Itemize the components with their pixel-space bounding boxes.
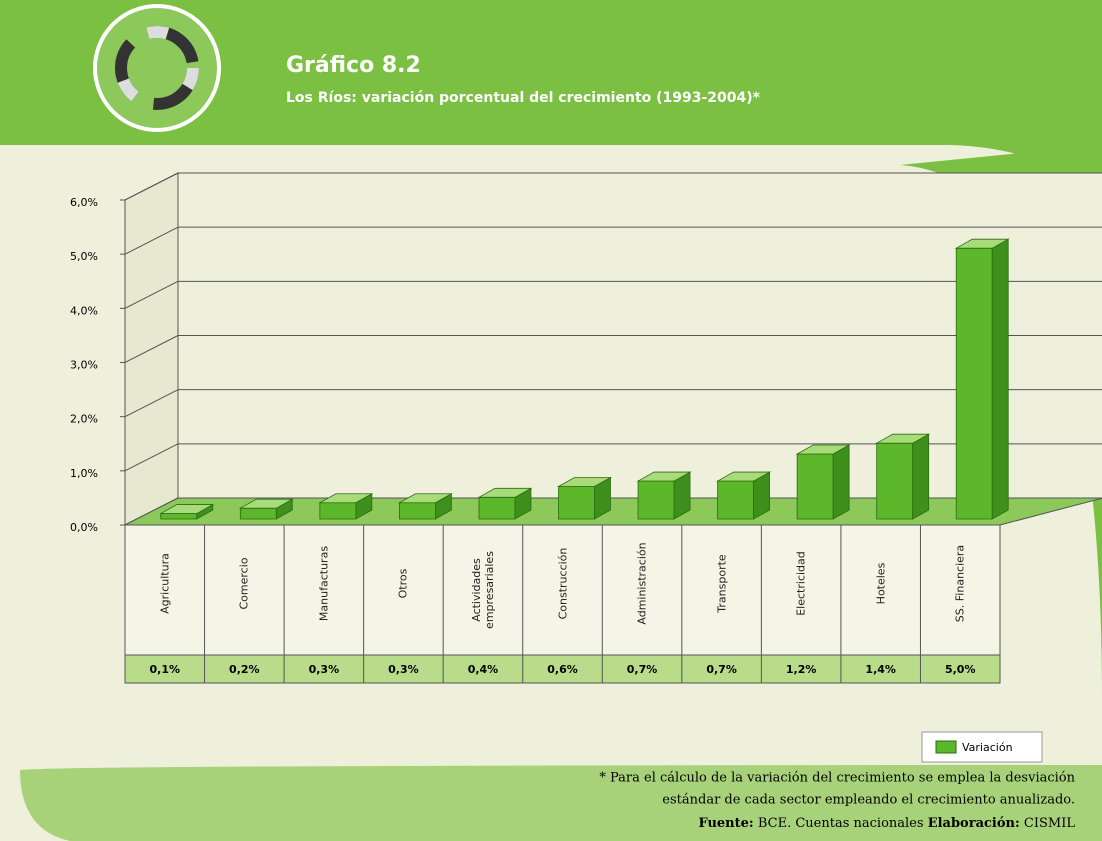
bar-top [716, 471, 772, 482]
grid-line [124, 335, 179, 363]
bar [318, 493, 374, 520]
value-label: 0,1% [150, 663, 181, 676]
bar-front [399, 502, 436, 520]
x-tick-label: Electricidad [794, 551, 808, 616]
y-tick-label: 4,0% [70, 304, 98, 317]
y-tick-label: 0,0% [70, 521, 98, 534]
chart-subtitle: Los Ríos: variación porcentual del creci… [286, 90, 761, 106]
value-label: 1,4% [865, 663, 896, 676]
bar-side [912, 433, 930, 520]
bar-front [955, 247, 993, 520]
bar-top [556, 477, 613, 487]
bar-top [795, 444, 851, 455]
header-band [0, 0, 1102, 145]
bar [397, 493, 453, 520]
y-tick-label: 1,0% [70, 467, 98, 480]
bar [716, 471, 772, 520]
grid-line [124, 280, 179, 309]
value-label: 0,7% [706, 663, 737, 676]
bar-top [238, 498, 294, 509]
bar [875, 433, 931, 520]
bar [238, 498, 294, 520]
x-tick-label: Actividades empresariales [469, 551, 496, 629]
bar [636, 471, 692, 520]
bar [159, 503, 215, 520]
value-label: 0,6% [547, 663, 578, 676]
logo-ring2 [115, 26, 199, 110]
grid-line [124, 226, 179, 255]
bar-top [636, 471, 692, 482]
bar-front [558, 486, 595, 520]
y-tick-label: 3,0% [70, 359, 98, 372]
bar-top [397, 493, 453, 504]
bar-side [991, 238, 1009, 520]
value-label: 0,2% [229, 663, 260, 676]
grid-line [124, 443, 179, 472]
bar [954, 238, 1010, 520]
value-label: 5,0% [945, 663, 976, 676]
grid-line [124, 172, 179, 201]
bar-top [954, 238, 1010, 249]
value-label: 1,2% [786, 663, 817, 676]
x-tick-label: Administración [635, 542, 649, 625]
source: Fuente: BCE. Cuentas nacionales Elaborac… [698, 816, 1075, 831]
x-tick-label: Comercio [237, 557, 251, 610]
bar-front [717, 480, 754, 520]
footer-band [20, 765, 1102, 841]
bar [795, 444, 851, 520]
legend-swatch [935, 740, 957, 754]
value-label: 0,3% [388, 663, 419, 676]
legend-label: Variación [962, 741, 1013, 754]
x-tick-label: Construcción [556, 547, 569, 620]
credit-label: Elaboración: [928, 816, 1020, 831]
bar [556, 476, 613, 520]
grid-line [124, 389, 179, 418]
bar-top [477, 487, 533, 498]
x-tick-label: Transporte [715, 554, 729, 613]
footnote: estándar de cada sector empleando el cre… [662, 793, 1075, 808]
bar-top [875, 433, 931, 444]
bar-front [637, 480, 675, 520]
x-tick-label: SS. Financiera [953, 544, 967, 623]
value-row [124, 654, 1001, 684]
bar [477, 487, 533, 520]
bar-top [159, 504, 215, 514]
credit-text: CISMIL [1024, 816, 1075, 831]
source-text: BCE. Cuentas nacionales [758, 816, 924, 831]
bar-front [160, 513, 198, 520]
bar-front [478, 496, 516, 520]
y-tick-label: 5,0% [70, 250, 98, 263]
x-tick-label: Hoteles [874, 562, 888, 605]
value-label: 0,3% [309, 663, 340, 676]
bar-front [319, 502, 357, 520]
x-tick-label: Manufacturas [317, 545, 331, 622]
footnote: * Para el cálculo de la variación del cr… [599, 771, 1075, 786]
value-label: 0,7% [627, 663, 658, 676]
value-label: 0,4% [468, 663, 499, 676]
bar-top [318, 493, 374, 504]
y-tick-label: 6,0% [70, 196, 98, 209]
bar-front [239, 507, 277, 520]
bar-front [796, 453, 834, 520]
source-label: Fuente: [698, 816, 753, 831]
y-tick-label: 2,0% [70, 413, 98, 426]
x-tick-label: Agricultura [158, 553, 172, 614]
x-tick-label: Otros [396, 568, 410, 599]
bar-side [832, 444, 850, 520]
logo [93, 4, 221, 132]
chart-title: Gráfico 8.2 [286, 53, 421, 78]
bar-front [876, 442, 914, 520]
